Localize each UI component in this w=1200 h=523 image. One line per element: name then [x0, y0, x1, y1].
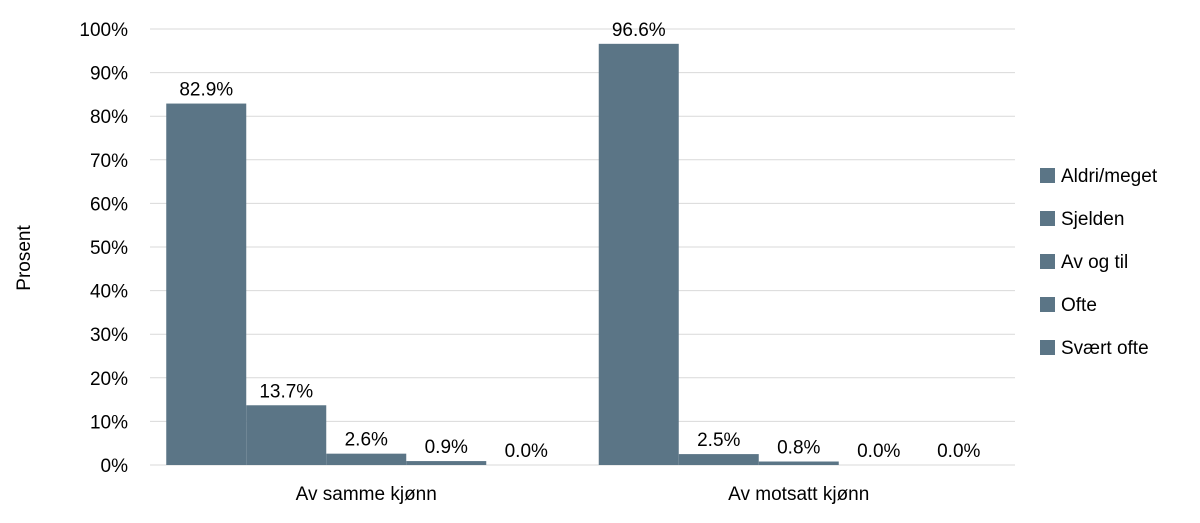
y-tick-label: 20%	[90, 369, 128, 390]
legend-label: Sjelden	[1061, 209, 1124, 230]
legend: Aldri/meget Sjelden Av og til Ofte Svært oft…	[1040, 166, 1158, 359]
legend-swatch	[1040, 168, 1055, 183]
category-label: Av motsatt kjønn	[728, 484, 869, 505]
legend-swatch	[1040, 254, 1055, 269]
data-label: 0.0%	[505, 441, 548, 462]
y-axis-ticks: 0% 10% 20% 30% 40% 50% 60% 70% 80% 90% 100%	[79, 20, 128, 477]
legend-label: Ofte	[1061, 295, 1097, 316]
bar	[246, 405, 327, 465]
bar	[678, 454, 759, 465]
y-tick-label: 30%	[90, 325, 128, 346]
data-label: 82.9%	[179, 80, 233, 101]
y-tick-label: 40%	[90, 282, 128, 303]
data-label: 13.7%	[259, 381, 313, 402]
y-tick-label: 70%	[90, 151, 128, 172]
y-tick-label: 50%	[90, 238, 128, 259]
data-label: 0.9%	[425, 437, 468, 458]
data-label: 0.0%	[937, 441, 980, 462]
legend-swatch	[1040, 297, 1055, 312]
data-label: 2.6%	[345, 430, 388, 451]
bar	[326, 453, 407, 465]
legend-label: Aldri/meget	[1061, 166, 1158, 187]
legend-label: Av og til	[1061, 252, 1128, 273]
x-axis-categories: Av samme kjønn Av motsatt kjønn	[296, 484, 870, 505]
data-label: 2.5%	[697, 430, 740, 451]
category-label: Av samme kjønn	[296, 484, 437, 505]
bars	[166, 43, 839, 465]
data-label: 0.8%	[777, 438, 820, 459]
data-labels: 82.9% 13.7% 2.6% 0.9% 0.0% 96.6% 2.5% 0.8% 0.0% 0…	[179, 20, 980, 462]
y-axis-title: Prosent	[14, 225, 35, 291]
y-tick-label: 80%	[90, 107, 128, 128]
bar	[758, 461, 839, 465]
y-tick-label: 10%	[90, 412, 128, 433]
bar	[598, 43, 679, 465]
data-label: 96.6%	[612, 20, 666, 41]
data-label: 0.0%	[857, 441, 900, 462]
y-tick-label: 90%	[90, 64, 128, 85]
legend-label: Svært ofte	[1061, 338, 1149, 359]
bar	[166, 103, 247, 465]
legend-swatch	[1040, 340, 1055, 355]
y-tick-label: 60%	[90, 194, 128, 215]
y-tick-label: 100%	[79, 20, 128, 41]
y-tick-label: 0%	[101, 456, 129, 477]
bar	[406, 461, 487, 465]
legend-swatch	[1040, 211, 1055, 226]
